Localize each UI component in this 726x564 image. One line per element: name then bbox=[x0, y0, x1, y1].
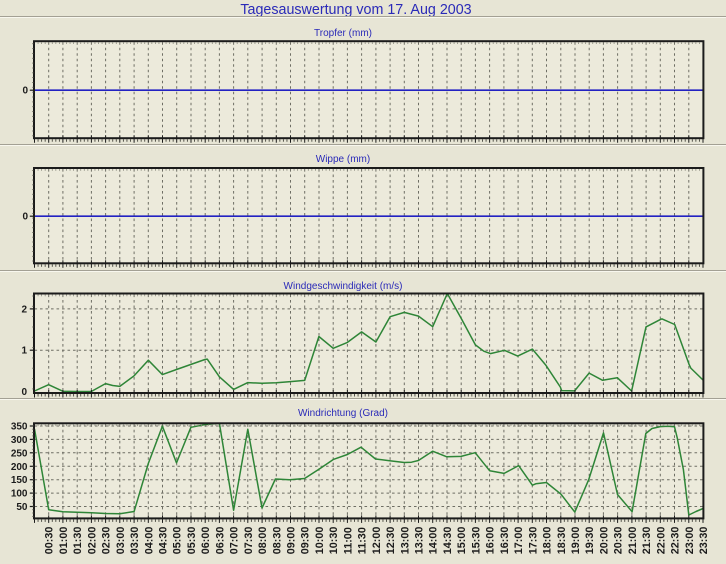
svg-text:02:30: 02:30 bbox=[101, 527, 113, 555]
svg-text:08:00: 08:00 bbox=[257, 527, 269, 555]
svg-text:22:30: 22:30 bbox=[670, 527, 682, 555]
svg-text:10:00: 10:00 bbox=[314, 527, 326, 555]
svg-text:09:30: 09:30 bbox=[300, 527, 312, 555]
svg-text:12:00: 12:00 bbox=[371, 527, 383, 555]
svg-text:01:30: 01:30 bbox=[72, 527, 84, 555]
svg-text:50: 50 bbox=[16, 502, 28, 513]
svg-text:18:00: 18:00 bbox=[542, 527, 554, 555]
svg-text:Wippe (mm): Wippe (mm) bbox=[316, 154, 370, 165]
svg-text:12:30: 12:30 bbox=[385, 527, 397, 555]
svg-text:06:30: 06:30 bbox=[214, 527, 226, 555]
svg-text:1: 1 bbox=[21, 346, 27, 357]
svg-text:20:30: 20:30 bbox=[613, 527, 625, 555]
svg-text:22:00: 22:00 bbox=[655, 527, 667, 555]
svg-text:Tagesauswertung vom 17. Aug 20: Tagesauswertung vom 17. Aug 2003 bbox=[240, 2, 471, 18]
svg-text:13:00: 13:00 bbox=[399, 527, 411, 555]
svg-text:Tropfer (mm): Tropfer (mm) bbox=[314, 28, 372, 39]
svg-text:07:00: 07:00 bbox=[229, 527, 241, 555]
svg-text:10:30: 10:30 bbox=[328, 527, 340, 555]
svg-text:14:30: 14:30 bbox=[442, 527, 454, 555]
svg-text:350: 350 bbox=[11, 422, 28, 433]
svg-text:03:30: 03:30 bbox=[129, 527, 141, 555]
svg-text:17:30: 17:30 bbox=[527, 527, 539, 555]
svg-text:03:00: 03:00 bbox=[115, 527, 127, 555]
svg-text:250: 250 bbox=[11, 448, 28, 459]
svg-text:08:30: 08:30 bbox=[271, 527, 283, 555]
svg-text:0: 0 bbox=[22, 212, 28, 223]
svg-text:00:30: 00:30 bbox=[44, 527, 56, 555]
svg-text:04:00: 04:00 bbox=[143, 527, 155, 555]
svg-text:Windgeschwindigkeit (m/s): Windgeschwindigkeit (m/s) bbox=[284, 281, 403, 292]
svg-text:2: 2 bbox=[21, 304, 27, 315]
svg-text:19:00: 19:00 bbox=[570, 527, 582, 555]
svg-text:07:30: 07:30 bbox=[243, 527, 255, 555]
svg-text:05:30: 05:30 bbox=[186, 527, 198, 555]
svg-text:11:00: 11:00 bbox=[342, 527, 354, 554]
svg-text:13:30: 13:30 bbox=[414, 527, 426, 555]
svg-text:20:00: 20:00 bbox=[598, 527, 610, 555]
svg-text:23:30: 23:30 bbox=[698, 527, 710, 555]
svg-text:11:30: 11:30 bbox=[357, 527, 369, 554]
svg-text:14:00: 14:00 bbox=[428, 527, 440, 555]
svg-text:02:00: 02:00 bbox=[86, 527, 98, 555]
svg-text:05:00: 05:00 bbox=[172, 527, 184, 555]
svg-text:150: 150 bbox=[11, 475, 28, 486]
svg-text:18:30: 18:30 bbox=[556, 527, 568, 555]
svg-text:16:00: 16:00 bbox=[485, 527, 497, 555]
svg-text:01:00: 01:00 bbox=[58, 527, 70, 555]
svg-text:15:00: 15:00 bbox=[456, 527, 468, 555]
svg-text:19:30: 19:30 bbox=[584, 527, 596, 555]
svg-text:Windrichtung (Grad): Windrichtung (Grad) bbox=[298, 408, 388, 419]
svg-text:21:00: 21:00 bbox=[627, 527, 639, 555]
svg-text:200: 200 bbox=[11, 462, 28, 473]
svg-text:15:30: 15:30 bbox=[470, 527, 482, 555]
svg-text:09:00: 09:00 bbox=[286, 527, 298, 555]
svg-text:04:30: 04:30 bbox=[158, 527, 170, 555]
svg-text:21:30: 21:30 bbox=[641, 527, 653, 555]
svg-text:17:00: 17:00 bbox=[513, 527, 525, 555]
svg-text:300: 300 bbox=[11, 435, 28, 446]
svg-text:0: 0 bbox=[22, 86, 28, 97]
svg-text:23:00: 23:00 bbox=[684, 527, 696, 555]
svg-text:100: 100 bbox=[11, 489, 28, 500]
svg-text:0: 0 bbox=[21, 387, 27, 398]
svg-text:06:00: 06:00 bbox=[200, 527, 212, 555]
svg-text:16:30: 16:30 bbox=[499, 527, 511, 555]
